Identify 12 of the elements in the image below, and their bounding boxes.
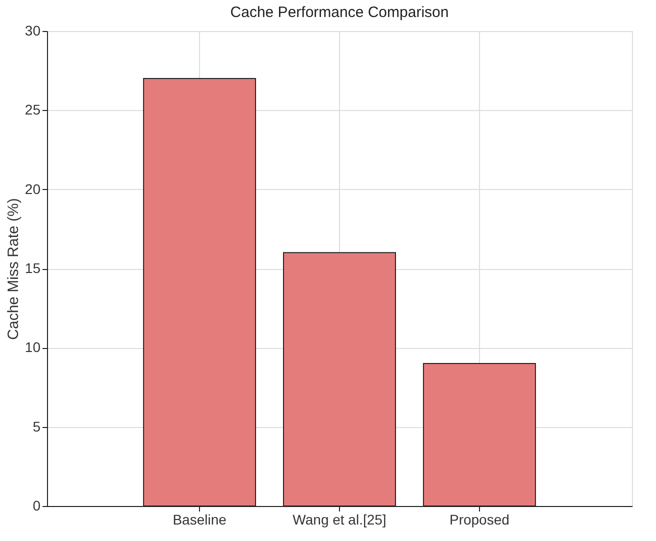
chart-title: Cache Performance Comparison bbox=[230, 4, 449, 21]
y-tick-label: 25 bbox=[24, 102, 41, 118]
x-tick-label: Baseline bbox=[172, 512, 227, 528]
y-tick-label: 30 bbox=[24, 22, 41, 38]
y-axis-title: Cache Miss Rate (%) bbox=[4, 198, 22, 340]
x-tick-label: Wang et al.[25] bbox=[292, 512, 386, 528]
y-tick-label: 5 bbox=[32, 418, 41, 434]
y-tick-label: 0 bbox=[32, 498, 41, 514]
y-tick-label: 10 bbox=[24, 339, 41, 356]
y-tick-label: 15 bbox=[24, 260, 41, 276]
x-tick-label: Proposed bbox=[449, 512, 510, 528]
y-tick-label: 20 bbox=[24, 180, 41, 197]
